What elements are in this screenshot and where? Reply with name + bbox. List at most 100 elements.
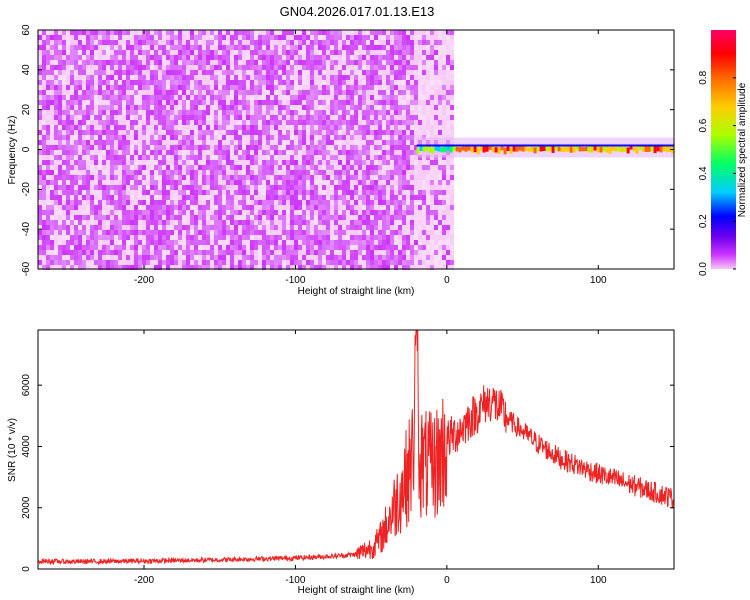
heatmap-cell (370, 230, 374, 235)
heatmap-cell (282, 265, 286, 270)
heatmap-cell (330, 110, 334, 115)
heatmap-cell (174, 220, 178, 225)
heatmap-cell (326, 90, 330, 95)
heatmap-cell (54, 50, 58, 55)
heatmap-cell (114, 65, 118, 70)
heatmap-cell (430, 255, 434, 260)
heatmap-cell (146, 230, 150, 235)
heatmap-cell (430, 190, 434, 195)
heatmap-cell (86, 70, 90, 75)
heatmap-cell (126, 115, 130, 120)
heatmap-cell (378, 70, 382, 75)
heatmap-cell (202, 100, 206, 105)
heatmap-cell (370, 170, 374, 175)
heatmap-cell (94, 200, 98, 205)
heatmap-cell (166, 65, 170, 70)
heatmap-cell (362, 140, 366, 145)
heatmap-cell (174, 130, 178, 135)
heatmap-cell (362, 55, 366, 60)
heatmap-cell (54, 150, 58, 155)
heatmap-cell (258, 135, 262, 140)
heatmap-cell (222, 110, 226, 115)
heatmap-cell (258, 245, 262, 250)
heatmap-cell (50, 140, 54, 145)
heatmap-cell (446, 255, 450, 260)
heatmap-cell (78, 255, 82, 260)
heatmap-cell (214, 35, 218, 40)
heatmap-cell (146, 65, 150, 70)
heatmap-cell (370, 85, 374, 90)
heatmap-cell (330, 205, 334, 210)
heatmap-cell (398, 180, 402, 185)
heatmap-cell (262, 85, 266, 90)
heatmap-cell (74, 40, 78, 45)
heatmap-cell (326, 195, 330, 200)
heatmap-cell (282, 215, 286, 220)
heatmap-cell (330, 165, 334, 170)
heatmap-cell (178, 235, 182, 240)
heatmap-cell (334, 50, 338, 55)
heatmap-cell (450, 95, 454, 100)
heatmap-cell (330, 245, 334, 250)
heatmap-cell (86, 165, 90, 170)
heatmap-cell (286, 190, 290, 195)
heatmap-cell (262, 100, 266, 105)
heatmap-cell (182, 190, 186, 195)
heatmap-cell (174, 100, 178, 105)
heatmap-cell (186, 65, 190, 70)
heatmap-cell (374, 30, 378, 35)
heatmap-cell (434, 90, 438, 95)
heatmap-cell (298, 185, 302, 190)
heatmap-cell (186, 230, 190, 235)
heatmap-cell (362, 230, 366, 235)
heatmap-cell (378, 115, 382, 120)
heatmap-cell (430, 95, 434, 100)
heatmap-cell (238, 160, 242, 165)
heatmap-cell (178, 190, 182, 195)
heatmap-cell (50, 155, 54, 160)
heatmap-cell (170, 50, 174, 55)
heatmap-cell (150, 55, 154, 60)
heatmap-cell (106, 80, 110, 85)
heatmap-cell (82, 70, 86, 75)
heatmap-cell (234, 140, 238, 145)
heatmap-cell (258, 165, 262, 170)
heatmap-cell (414, 190, 418, 195)
heatmap-cell (374, 195, 378, 200)
heatmap-cell (354, 50, 358, 55)
heatmap-cell (278, 160, 282, 165)
heatmap-cell (282, 195, 286, 200)
heatmap-cell (122, 150, 126, 155)
heatmap-cell (358, 160, 362, 165)
heatmap-cell (70, 240, 74, 245)
heatmap-cell (42, 235, 46, 240)
heatmap-cell (266, 265, 270, 270)
heatmap-cell (306, 135, 310, 140)
heatmap-cell (182, 240, 186, 245)
heatmap-cell (234, 205, 238, 210)
heatmap-cell (234, 110, 238, 115)
heatmap-cell (74, 240, 78, 245)
heatmap-cell (206, 210, 210, 215)
heatmap-cell (158, 240, 162, 245)
heatmap-cell (394, 85, 398, 90)
heatmap-cell (134, 235, 138, 240)
heatmap-cell (58, 230, 62, 235)
heatmap-cell (58, 235, 62, 240)
heatmap-cell (302, 70, 306, 75)
heatmap-cell (114, 250, 118, 255)
heatmap-cell (266, 110, 270, 115)
heatmap-cell (186, 125, 190, 130)
heatmap-cell (346, 240, 350, 245)
heatmap-cell (354, 40, 358, 45)
heatmap-cell (258, 120, 262, 125)
heatmap-cell (62, 55, 66, 60)
heatmap-cell (358, 130, 362, 135)
heatmap-cell (54, 125, 58, 130)
heatmap-cell (326, 30, 330, 35)
heatmap-cell (238, 230, 242, 235)
heatmap-cell (310, 140, 314, 145)
heatmap-cell (70, 55, 74, 60)
heatmap-cell (194, 130, 198, 135)
heatmap-cell (126, 165, 130, 170)
